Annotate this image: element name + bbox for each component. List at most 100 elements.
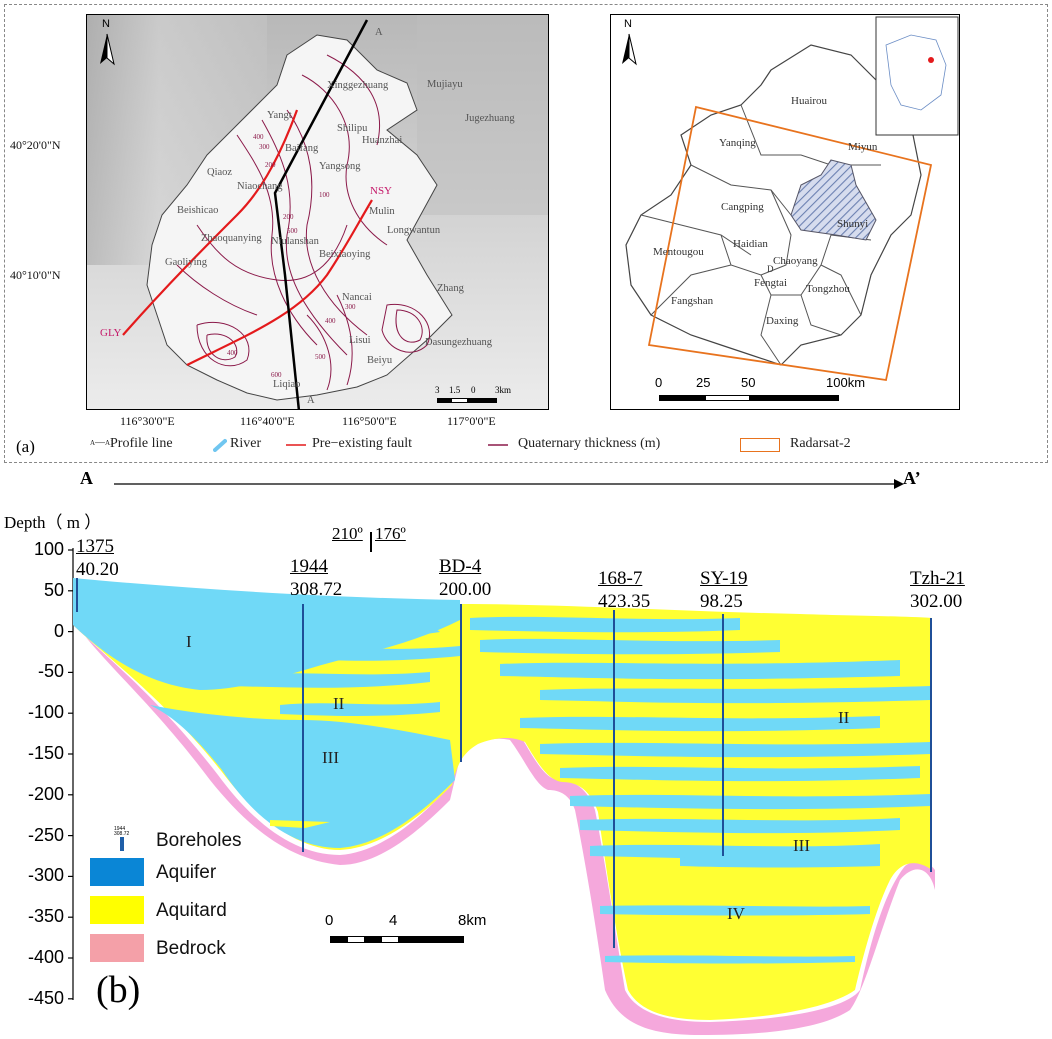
place-label: Mujiayu — [427, 79, 463, 90]
district-label: Miyun — [848, 141, 878, 153]
radarsat-footprint — [647, 105, 933, 382]
panel-a-frame — [4, 4, 1048, 463]
borehole-depth: 40.20 — [76, 559, 119, 580]
fault-lines — [122, 109, 373, 366]
district-label: Yanqing — [719, 137, 756, 149]
district-label: Haidian — [733, 238, 768, 250]
profile-line — [273, 19, 369, 409]
y-tick-label: -450 — [27, 987, 64, 1008]
contour-label: 200 — [283, 213, 294, 221]
borehole-icon-text: 308.72 — [114, 831, 130, 837]
borehole-name: 1944 — [290, 556, 328, 577]
aquifer-unit-label: II — [333, 694, 345, 713]
contour-label: 400 — [325, 317, 336, 325]
legend-radarsat-icon — [740, 438, 780, 452]
left-scale-bar — [437, 398, 497, 403]
place-label: Niulanshan — [271, 236, 319, 247]
borehole-legend-icon: 1944 308.72 — [112, 826, 136, 852]
bearing-label: 210º — [332, 524, 363, 543]
borehole-name: BD-4 — [439, 556, 482, 577]
legend-river-icon — [213, 439, 227, 452]
contour-label: 500 — [315, 353, 326, 361]
district-label: Cangping — [721, 201, 764, 213]
contour-label: 300 — [259, 143, 270, 151]
legend-bedrock-label: Bedrock — [156, 938, 226, 959]
place-label: Zhang — [437, 283, 464, 294]
study-area-map: A A GLY NSY Mujiayu Xinggezhuang Jugezhu… — [86, 14, 549, 410]
scale-label: 3 — [435, 385, 440, 395]
fault-label-nsy: NSY — [370, 185, 393, 197]
section-arrow — [114, 479, 904, 489]
aquifer-unit-label: III — [793, 836, 810, 855]
place-label: Dasungezhuang — [425, 337, 493, 348]
section-scale-label: 0 — [325, 912, 334, 929]
legend-contour-icon — [488, 444, 508, 446]
legend-b: 1944 308.72 Boreholes Aquifer Aquitard B… — [90, 826, 290, 976]
district-label: Shunyi — [837, 218, 869, 230]
borehole-name: 168-7 — [598, 568, 643, 589]
scale-label: 1.5 — [449, 385, 461, 395]
place-label: Jugezhuang — [465, 113, 515, 124]
aquifer-unit-label: III — [322, 748, 339, 767]
contour-label: 300 — [345, 303, 356, 311]
y-axis-title: Depth（ m ） — [4, 513, 102, 532]
study-area-map-graphic — [87, 15, 548, 409]
y-tick-label: 0 — [53, 620, 64, 641]
section-start-label: A — [80, 468, 93, 488]
place-label: Beiyu — [367, 355, 393, 366]
fault-label-gly: GLY — [100, 327, 122, 339]
district-label: D — [767, 264, 774, 274]
place-label: Mulin — [369, 206, 395, 217]
aquifer-unit-label: IV — [727, 904, 745, 923]
place-label: Niaochang — [237, 181, 283, 192]
lon-label: 116°30'0"E — [120, 414, 175, 428]
study-area-outline — [146, 34, 453, 401]
borehole-depth: 302.00 — [910, 591, 963, 612]
aquifer-layer — [73, 578, 460, 690]
y-tick-label: -200 — [27, 783, 64, 804]
legend-fault-label: Pre−existing fault — [312, 436, 413, 451]
scale-label: 100km — [826, 375, 866, 390]
legend-contour-label: Quaternary thickness (m) — [518, 436, 661, 451]
panel-b-label: (b) — [96, 969, 141, 1011]
y-tick-label: -300 — [27, 865, 64, 886]
profile-end-top: A — [375, 27, 383, 38]
aquifer-unit-label: I — [186, 632, 192, 651]
lat-label: 40°10'0"N — [10, 268, 61, 282]
y-tick-label: -350 — [27, 906, 64, 927]
legend-aquifer-swatch — [90, 858, 144, 886]
district-label: Tongzhou — [806, 283, 850, 295]
legend-profile-label: Profile line — [110, 436, 173, 451]
district-label: Fangshan — [671, 295, 714, 307]
scale-label: 50 — [741, 375, 756, 390]
legend-river-label: River — [230, 436, 262, 451]
legend-a: A──A1 Profile line River Pre−existing fa… — [90, 436, 990, 458]
legend-boreholes-label: Boreholes — [156, 830, 242, 851]
lon-label: 117°0'0"E — [447, 414, 496, 428]
place-label: Zhaoquanying — [201, 233, 262, 244]
scale-label: 25 — [696, 375, 711, 390]
place-label: Beixiaoying — [319, 249, 371, 260]
north-label: N — [102, 18, 110, 30]
place-label: Yangsong — [319, 161, 361, 172]
district-label: Mentougou — [653, 246, 704, 258]
place-label: Longwantun — [387, 225, 441, 236]
y-tick-label: 50 — [43, 579, 64, 600]
beijing-locator-map: Huairou Yanqing Miyun Cangping Shunyi Me… — [610, 14, 960, 410]
contour-label: 100 — [319, 191, 330, 199]
panel-a-label: (a) — [16, 437, 35, 456]
lon-label: 116°50'0"E — [342, 414, 397, 428]
bearing-label: 176º — [375, 524, 406, 543]
place-label: Beishicao — [177, 205, 219, 216]
section-scale-label: 8km — [458, 912, 487, 929]
y-tick-label: -150 — [27, 743, 64, 763]
borehole-icon-text: 1944 — [114, 826, 126, 832]
scale-label: 0 — [655, 375, 663, 390]
borehole-depth: 98.25 — [700, 591, 743, 612]
place-label: Liqiao — [273, 379, 301, 390]
contour-label: 400 — [253, 133, 264, 141]
y-tick-label: -250 — [27, 824, 64, 845]
shunyi-study-area — [790, 159, 877, 241]
beijing-locator-map-graphic — [625, 16, 959, 401]
